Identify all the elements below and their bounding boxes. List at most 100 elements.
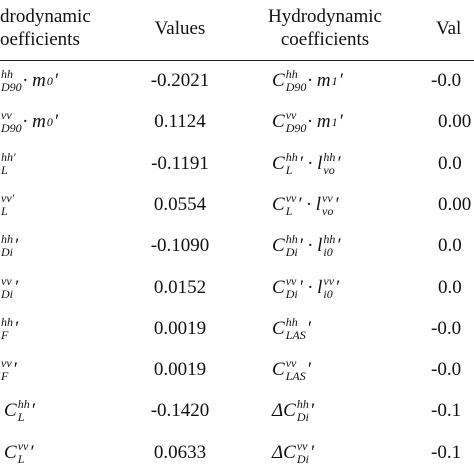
formula-text: ′ [14,317,19,339]
formula-text: C [272,235,285,257]
formula-script: vv Di [285,274,298,301]
superscript: vv [17,438,29,453]
subscript: LAS [285,369,306,384]
value-cell: 0.0 [438,276,462,298]
value-cell: -0.0 [431,70,462,91]
subscript: D90 [285,80,307,94]
subscript: Di [285,286,298,301]
formula-script: hh Di [1,233,13,259]
subscript: L [17,410,25,425]
coefficient-cell: hh D90 · m 0 ′ [0,61,58,101]
formula-text: ′ · l [297,193,322,215]
formula-text: · m [307,111,331,133]
subscript: L [17,451,25,466]
subscript: LAS [285,327,306,342]
value-cell: 0.0633 [153,441,207,463]
coefficient-cell: hh Di ′ [0,226,18,266]
header-text: Values [154,18,206,39]
value-cell: -0.1 [431,400,462,422]
subscript: F [1,369,9,384]
formula-script: hh L [285,149,298,177]
formula-text: ′ [12,359,17,381]
subscript: F [1,327,9,342]
formula-script: hh F [1,314,13,342]
formula-text: ′ [309,400,314,422]
superscript: vv [285,190,297,205]
coefficient-cell: vv F ′ [0,350,17,390]
superscript: hh [1,314,13,329]
formula-text: ΔC [272,441,296,463]
coefficient-cell: hh′ L [0,144,17,184]
value-cell: -0.1 [431,441,462,463]
subscript: Di [296,451,309,466]
subscript: L [1,162,8,177]
subscript: 1 [331,73,338,88]
formula-text: ′ [14,235,19,257]
formula-text: ′ [306,359,311,381]
formula-text: · m [22,111,46,133]
formula-script: vv Di [296,439,309,466]
header-cell: drodynamic oefficients [0,5,170,51]
formula-script: vv F [1,357,12,383]
formula-script: 0 [47,74,53,88]
formula-text: C [4,400,17,422]
formula-script: vv D90 [1,109,22,135]
subscript: Di [285,245,298,260]
formula-text: ′ · l [298,235,323,257]
superscript: hh [285,314,298,329]
formula-script: hh i0 [323,233,335,259]
value-cell: -0.1191 [151,152,209,174]
value-cell: 0.00 [438,193,472,215]
value-cell: 0.1124 [154,111,206,133]
formula-text: ′ [309,441,314,463]
formula-text: ′ [338,70,343,91]
formula-text: C [272,111,285,133]
value-cell: 0.00 [438,111,472,133]
subscript: Di [1,286,13,301]
formula-script: vv L [285,190,297,218]
subscript: D90 [1,80,22,94]
formula-script: 1 [332,115,338,129]
value-cell: -0.1090 [150,235,210,257]
subscript: L [1,203,8,218]
superscript: hh [1,232,13,247]
formula-script: vv LAS [286,357,306,383]
formula-text: ′ [336,152,341,174]
superscript: vv [1,356,12,371]
value-cell: 0.0 [438,235,462,257]
header-text: Hydrodynamic [268,6,382,27]
subscript: i0 [323,286,333,301]
superscript: hh′ [1,149,16,164]
header-cell: Hydrodynamic coefficients [240,5,410,51]
formula-text: ′ [14,276,19,298]
superscript: hh [285,149,298,164]
formula-script: vv vo [322,191,334,218]
formula-text: ′ [53,111,59,133]
superscript: hh [323,149,336,164]
subscript: vo [322,203,334,218]
formula-text: ′ · l [298,152,323,174]
subscript: L [285,203,293,218]
header-text: coefficients [280,29,370,50]
formula-script: hh vo [323,149,336,177]
superscript: hh [323,232,336,247]
coefficient-cell: hh F ′ [0,309,18,349]
superscript: vv [1,273,12,288]
header-cell: Values [130,17,230,40]
header-cell: Val [436,17,474,40]
superscript: hh [17,397,30,412]
value-cell: -0.0 [431,359,462,381]
header-text: drodynamic [0,6,91,27]
superscript: vv′ [1,190,15,205]
subscript: D90 [1,121,22,136]
formula-text: ΔC [272,400,296,422]
coefficient-cell: vv Di ′ [0,268,18,308]
formula-text: ′ [336,235,341,257]
